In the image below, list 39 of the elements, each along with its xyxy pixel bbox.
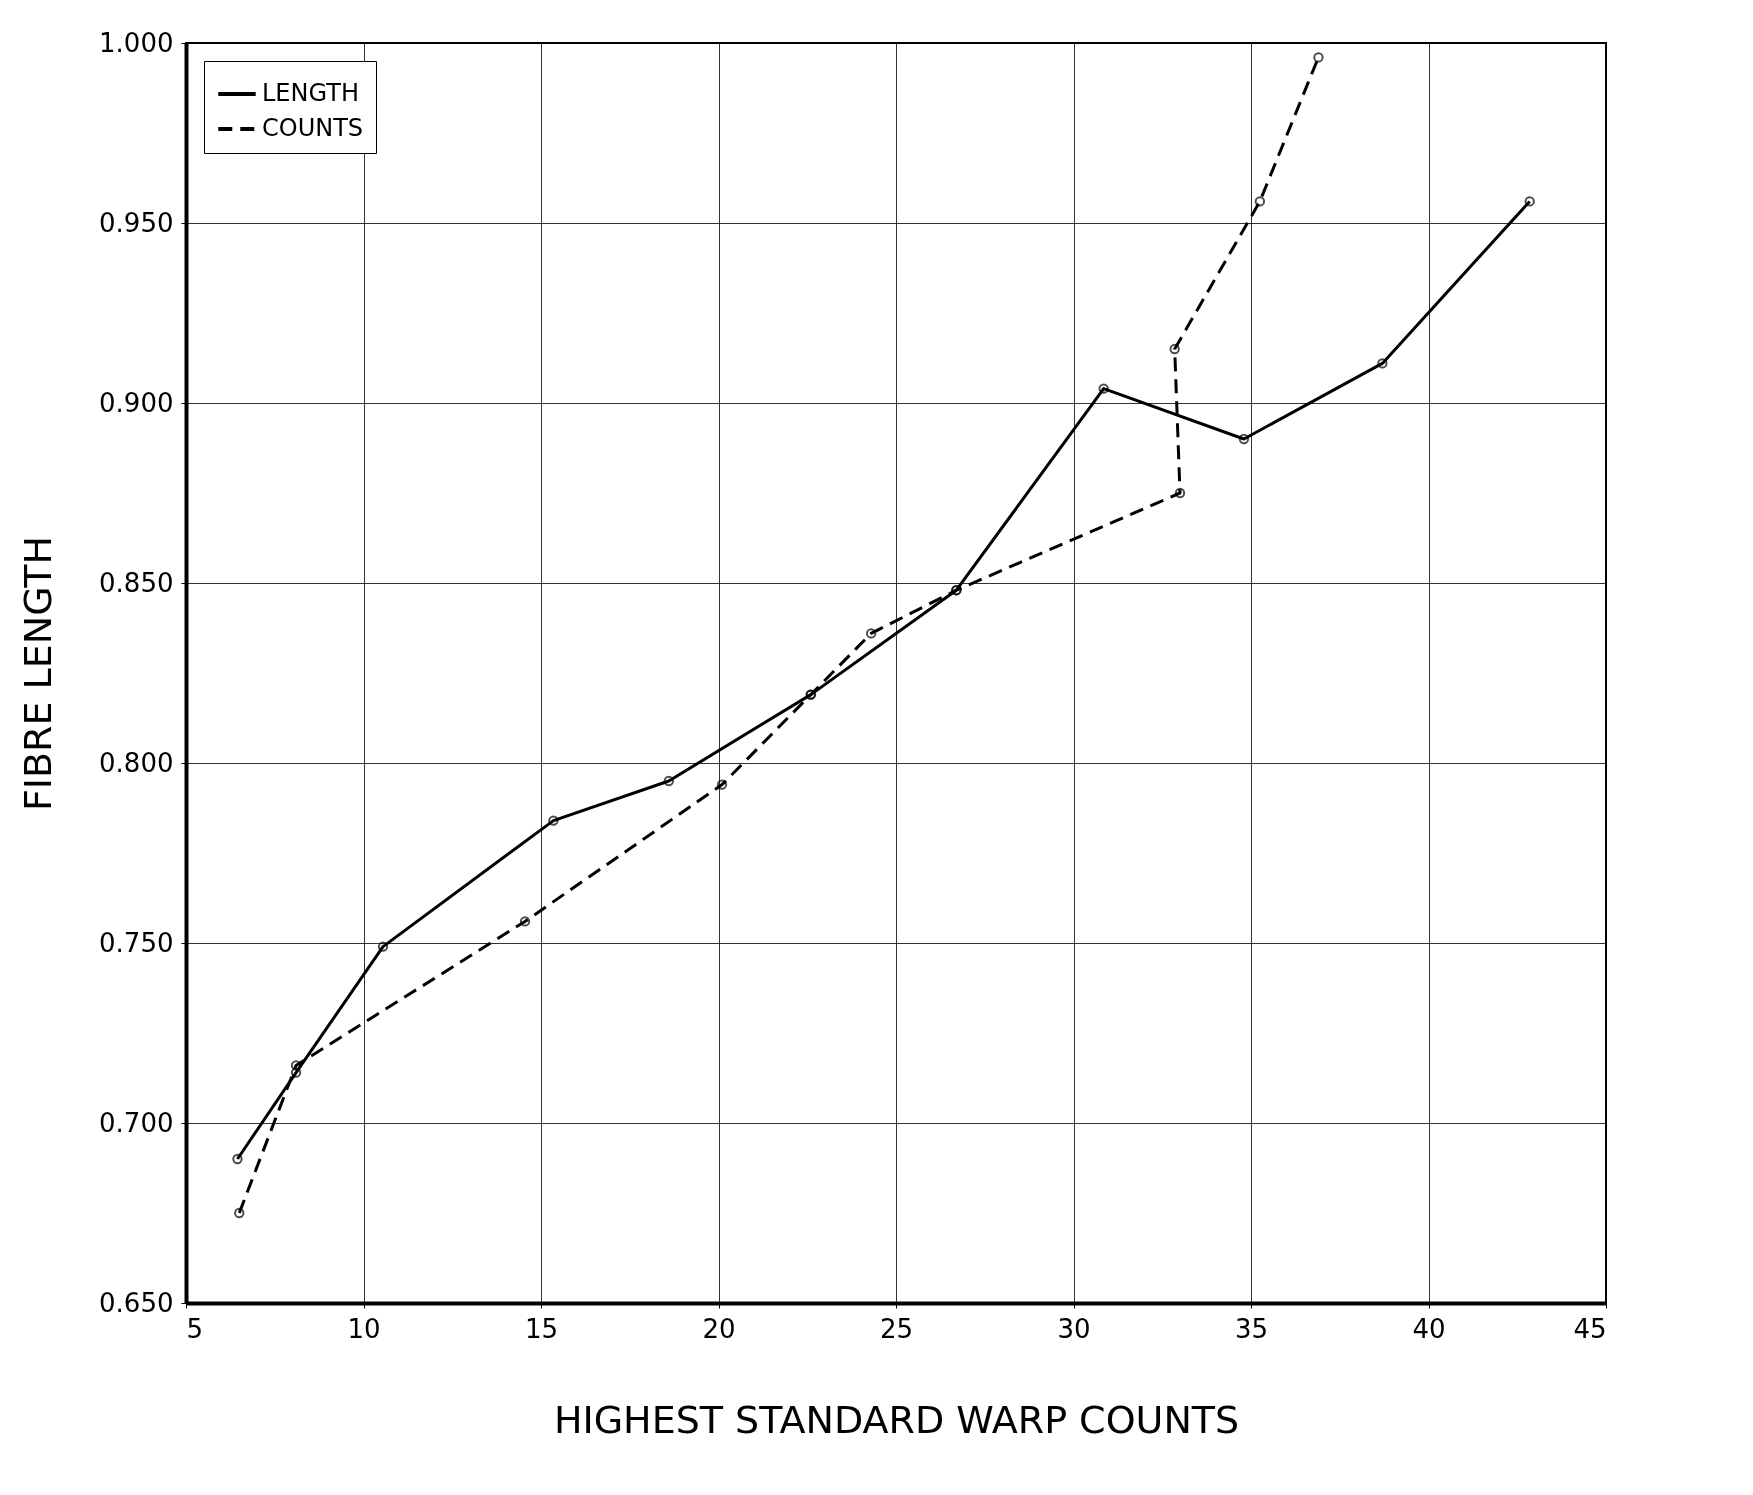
point (1254, 196, 1266, 207)
y-tick-label: 0.750 (99, 927, 174, 958)
x-tick-label: 45 (1573, 1313, 1607, 1344)
x-axis-title: HIGHEST STANDARD WARP COUNTS (553, 1397, 1240, 1442)
x-tick-label: 35 (1234, 1313, 1269, 1344)
point (234, 1207, 245, 1219)
y-axis-title: FIBRE LENGTH (16, 535, 61, 812)
point (1377, 358, 1388, 369)
y-tick-label: 0.800 (99, 747, 174, 778)
point (548, 815, 559, 826)
x-tick-label: 25 (879, 1313, 914, 1344)
legend-label: LENGTH (262, 79, 359, 107)
point (232, 1153, 243, 1165)
point (1098, 383, 1109, 394)
point (1238, 433, 1250, 445)
y-tick-label: 0.850 (99, 567, 174, 598)
y-tick-label: 0.700 (99, 1107, 174, 1138)
point (1524, 196, 1535, 207)
point (865, 628, 877, 639)
y-tick-label: 1.000 (99, 27, 174, 58)
y-tick-label: 0.650 (99, 1287, 174, 1318)
x-tick-label: 40 (1412, 1313, 1446, 1344)
point (377, 941, 389, 952)
point (1174, 487, 1186, 499)
x-tick-label: 15 (524, 1313, 559, 1344)
x-tick-label: 5 (186, 1313, 204, 1344)
point (1313, 52, 1324, 63)
y-tick-label: 0.900 (99, 387, 174, 418)
x-tick-label: 30 (1057, 1313, 1091, 1344)
point (290, 1060, 302, 1071)
x-tick-label: 20 (702, 1313, 736, 1344)
point (519, 916, 531, 927)
point (663, 775, 674, 787)
point (290, 1067, 302, 1078)
legend-label: COUNTS (262, 114, 364, 142)
point (1169, 343, 1180, 355)
x-tick-label: 10 (347, 1313, 381, 1344)
y-tick-label: 0.950 (99, 207, 174, 238)
point (716, 779, 728, 790)
